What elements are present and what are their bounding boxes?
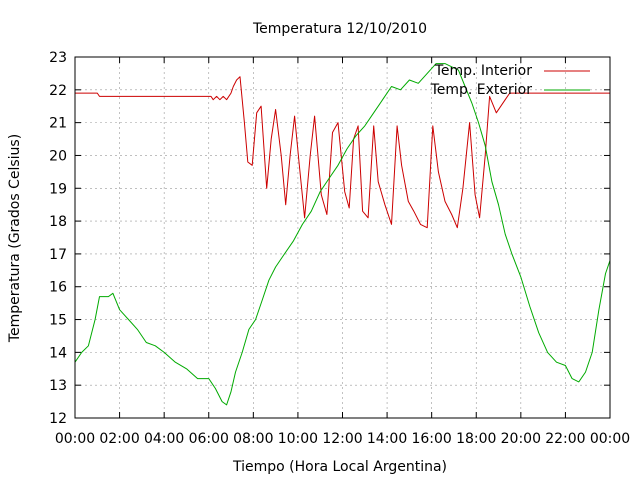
legend-label-exterior: Temp. Exterior: [430, 82, 533, 98]
y-tick-label: 22: [49, 83, 67, 99]
y-tick-label: 17: [49, 247, 67, 263]
y-tick-label: 13: [49, 378, 67, 394]
y-tick-label: 20: [49, 148, 67, 164]
x-tick-label: 22:00: [545, 431, 585, 447]
x-tick-label: 16:00: [411, 431, 451, 447]
x-tick-label: 06:00: [189, 431, 229, 447]
x-tick-label: 14:00: [367, 431, 407, 447]
series-line-temp-interior: [75, 76, 610, 229]
y-tick-label: 16: [49, 280, 67, 296]
x-tick-label: 02:00: [99, 431, 139, 447]
y-tick-label: 14: [49, 345, 67, 361]
x-tick-label: 00:00: [55, 431, 95, 447]
x-tick-label: 04:00: [144, 431, 184, 447]
y-tick-label: 21: [49, 116, 67, 132]
y-axis-tick-labels: 12 13 14 15 16 17 18 19 20 21 22 23: [49, 50, 67, 427]
x-tick-label: 08:00: [233, 431, 273, 447]
x-tick-label: 12:00: [322, 431, 362, 447]
plot-frame: [74, 56, 611, 419]
grid: [75, 57, 610, 418]
x-tick-label: 20:00: [501, 431, 541, 447]
series-lines: [74, 63, 611, 406]
chart-title: Temperatura 12/10/2010: [252, 21, 427, 37]
x-tick-label: 00:00: [590, 431, 630, 447]
y-tick-label: 15: [49, 313, 67, 329]
y-tick-label: 19: [49, 181, 67, 197]
legend-label-interior: Temp. Interior: [434, 63, 533, 79]
x-axis-label: Tiempo (Hora Local Argentina): [232, 459, 447, 475]
y-tick-label: 18: [49, 214, 67, 230]
y-axis-label: Temperatura (Grados Celsius): [7, 134, 23, 343]
x-axis-tick-labels: 00:00 02:00 04:00 06:00 08:00 10:00 12:00 14:00…: [55, 431, 630, 447]
x-tick-label: 18:00: [456, 431, 496, 447]
series-line-temp-exterior: [74, 63, 611, 406]
legend: Temp. Interior Temp. Exterior: [430, 63, 590, 98]
y-tick-label: 23: [49, 50, 67, 66]
y-tick-label: 12: [49, 411, 67, 427]
x-tick-label: 10:00: [278, 431, 318, 447]
